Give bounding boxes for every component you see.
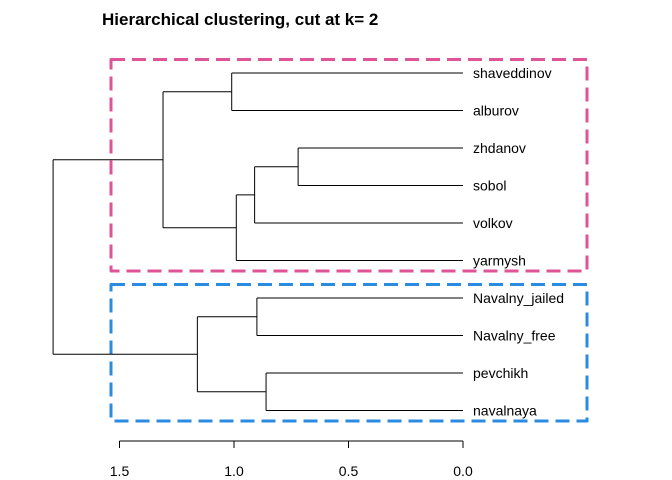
dendrogram-tree bbox=[52, 72, 463, 411]
x-tick-label: 0.5 bbox=[339, 463, 359, 479]
leaf-label: yarmysh bbox=[473, 253, 526, 269]
x-tick-label: 1.5 bbox=[110, 463, 130, 479]
cluster-boxes bbox=[109, 58, 589, 423]
leaf-label: Navalny_free bbox=[473, 328, 556, 344]
x-tick-label: 0.0 bbox=[453, 463, 473, 479]
leaf-label: Navalny_jailed bbox=[473, 290, 564, 306]
cluster-box-1 bbox=[109, 58, 589, 273]
leaf-label: sobol bbox=[473, 178, 506, 194]
chart-title: Hierarchical clustering, cut at k= 2 bbox=[102, 10, 378, 29]
leaf-label: zhdanov bbox=[473, 140, 526, 156]
cluster-box-2 bbox=[109, 283, 589, 423]
leaf-label: alburov bbox=[473, 103, 519, 119]
x-axis: 1.5 1.0 0.5 0.0 bbox=[110, 440, 473, 479]
leaf-label: volkov bbox=[473, 215, 513, 231]
leaf-label: navalnaya bbox=[473, 403, 537, 419]
leaf-labels: shaveddinov alburov zhdanov sobol volkov yarm… bbox=[473, 65, 564, 419]
x-tick-label: 1.0 bbox=[224, 463, 244, 479]
leaf-label: shaveddinov bbox=[473, 65, 552, 81]
leaf-label: pevchikh bbox=[473, 365, 528, 381]
